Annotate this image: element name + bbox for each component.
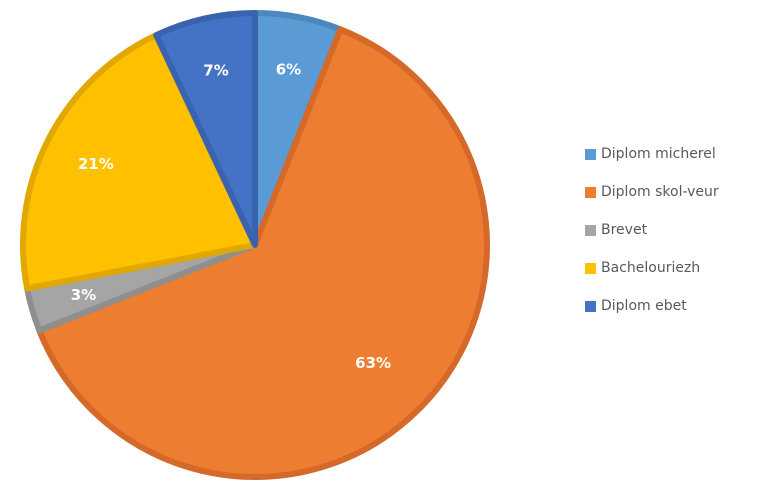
legend-item-diplom-skol-veur: Diplom skol-veur xyxy=(585,182,719,202)
legend-swatch xyxy=(585,148,596,160)
legend: Diplom micherel Diplom skol-veur Brevet Bac… xyxy=(585,144,719,334)
legend-label: Bachelouriezh xyxy=(601,260,701,276)
data-label-bachelouriezh: 21% xyxy=(78,155,114,173)
data-label-diplom-micherel: 6% xyxy=(276,61,301,79)
pie-slice-bachelouriezh xyxy=(20,32,258,292)
legend-item-bachelouriezh: Bachelouriezh xyxy=(585,258,719,278)
legend-swatch xyxy=(585,300,596,312)
pie-slice-diplom-ebet xyxy=(153,10,258,248)
pie-data-labels: 6% 63% 3% 21% 7% xyxy=(71,61,391,373)
legend-swatch xyxy=(585,224,596,236)
data-label-brevet: 3% xyxy=(71,286,96,304)
pie-slice-diplom-skol-veur xyxy=(36,26,490,480)
data-label-diplom-ebet: 7% xyxy=(203,62,228,80)
pie-slices xyxy=(20,10,490,480)
data-label-diplom-skol-veur: 63% xyxy=(355,354,391,372)
legend-label: Brevet xyxy=(601,222,648,238)
legend-item-brevet: Brevet xyxy=(585,220,719,240)
legend-label: Diplom skol-veur xyxy=(601,184,719,200)
legend-swatch xyxy=(585,186,596,198)
legend-label: Diplom ebet xyxy=(601,298,687,314)
legend-item-diplom-micherel: Diplom micherel xyxy=(585,144,719,164)
legend-label: Diplom micherel xyxy=(601,146,716,162)
legend-swatch xyxy=(585,262,596,274)
legend-item-diplom-ebet: Diplom ebet xyxy=(585,296,719,316)
